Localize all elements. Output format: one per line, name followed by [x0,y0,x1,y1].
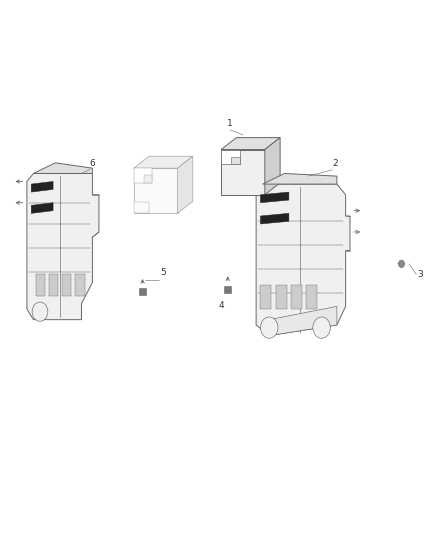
Polygon shape [269,306,337,336]
Text: 4: 4 [219,301,224,310]
Text: 2: 2 [332,159,338,168]
Polygon shape [134,156,193,168]
Polygon shape [261,192,289,203]
Bar [306,285,317,309]
Bar [49,274,58,296]
Polygon shape [31,203,53,213]
Polygon shape [134,168,177,213]
Polygon shape [134,202,149,213]
Polygon shape [177,156,193,213]
Text: 5: 5 [160,269,166,277]
Polygon shape [31,181,53,192]
Polygon shape [231,157,240,164]
Circle shape [32,302,48,321]
Bar [35,274,45,296]
Text: 3: 3 [418,270,424,279]
Bar [276,285,287,309]
Polygon shape [33,163,92,173]
Bar [62,274,71,296]
Polygon shape [265,138,280,195]
Polygon shape [263,173,337,184]
Circle shape [399,260,405,268]
Polygon shape [144,175,152,183]
Polygon shape [256,184,350,336]
Bar [75,274,85,296]
Polygon shape [27,173,99,320]
Text: 1: 1 [227,119,233,128]
Bar [261,285,272,309]
Bar [224,286,231,293]
Circle shape [313,317,330,338]
Polygon shape [261,213,289,224]
Bar [291,285,302,309]
Polygon shape [221,150,240,164]
Circle shape [261,317,278,338]
Text: 6: 6 [89,159,95,168]
Polygon shape [134,168,152,183]
Polygon shape [221,138,280,150]
Polygon shape [221,150,265,195]
Bar [139,288,146,295]
